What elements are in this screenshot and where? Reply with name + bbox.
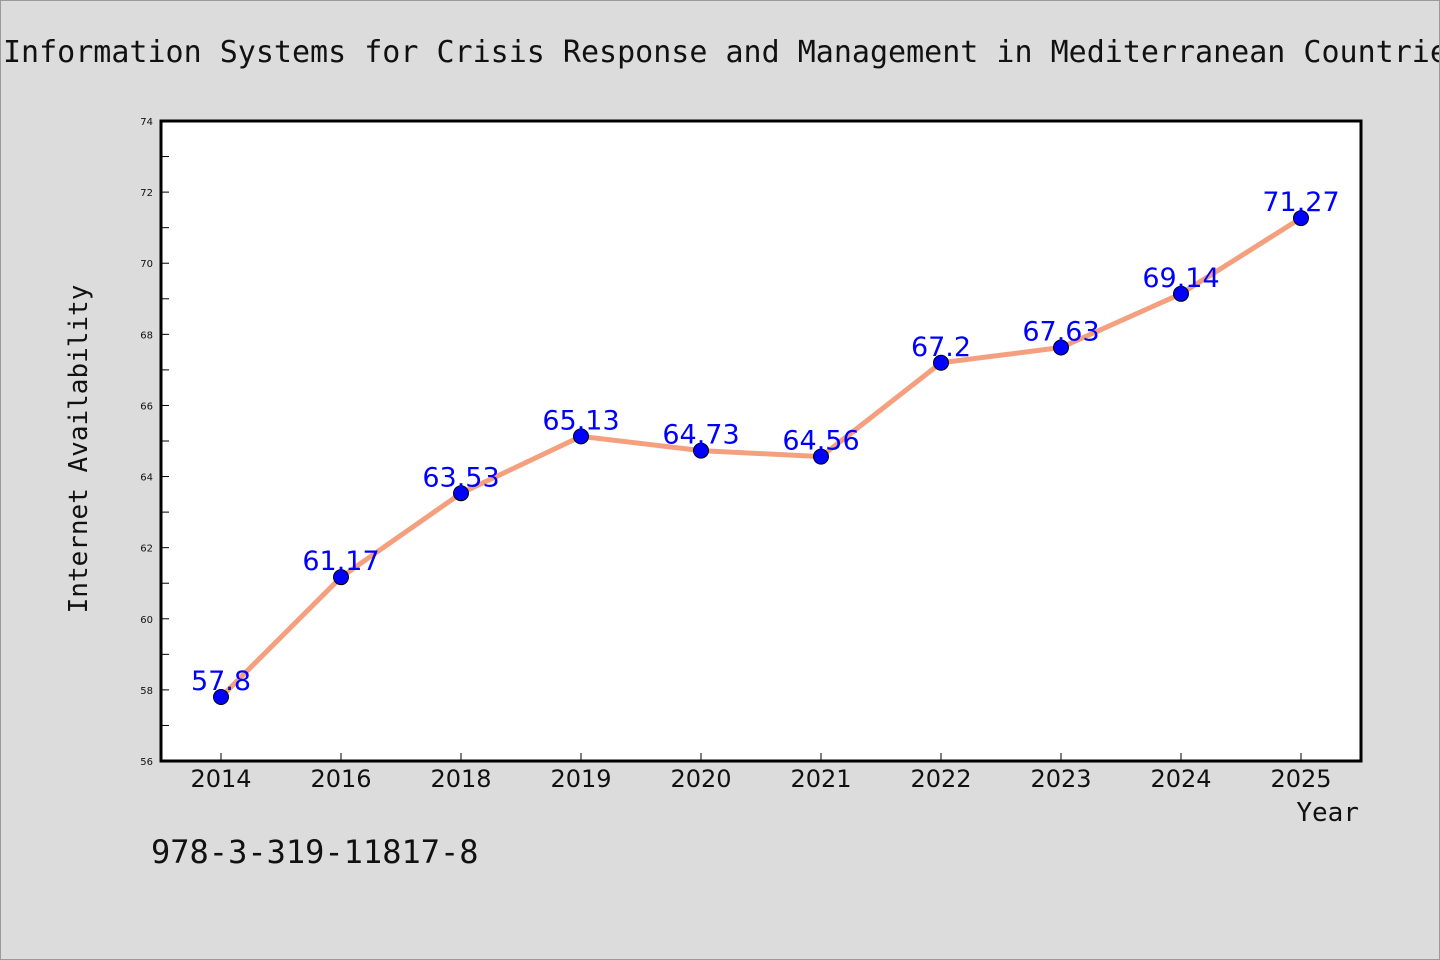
data-label: 69.14 bbox=[1142, 263, 1219, 294]
data-point bbox=[813, 448, 829, 465]
x-tick-label: 2014 bbox=[190, 765, 251, 793]
y-axis: 56 58 60 62 64 66 68 70 72 74 bbox=[140, 117, 169, 768]
data-label: 63.53 bbox=[422, 462, 499, 493]
x-tick-label: 2023 bbox=[1030, 765, 1091, 793]
x-tick-label: 2020 bbox=[670, 765, 731, 793]
footer-text: 978-3-319-11817-8 bbox=[151, 833, 479, 871]
plot-area bbox=[159, 119, 1363, 763]
data-label: 67.2 bbox=[911, 332, 971, 363]
y-tick-label: 72 bbox=[140, 188, 153, 199]
data-point bbox=[333, 569, 349, 586]
x-tick-label: 2018 bbox=[430, 765, 491, 793]
x-axis: 2014 2016 2018 2019 2020 2021 2022 2023 2024 2025 bbox=[190, 753, 1332, 793]
y-tick-label: 58 bbox=[140, 686, 153, 697]
data-label: 64.56 bbox=[782, 426, 859, 457]
data-label: 67.63 bbox=[1022, 316, 1099, 347]
data-point bbox=[933, 354, 949, 371]
x-axis-label: Year bbox=[1296, 798, 1359, 828]
data-point bbox=[453, 485, 469, 502]
y-tick-label: 62 bbox=[140, 544, 153, 555]
data-label: 64.73 bbox=[662, 420, 739, 451]
series-line bbox=[218, 215, 1304, 700]
y-tick-label: 68 bbox=[140, 330, 153, 341]
y-tick-label: 66 bbox=[140, 401, 153, 412]
x-tick-label: 2019 bbox=[550, 765, 611, 793]
x-tick-label: 2025 bbox=[1270, 765, 1331, 793]
data-points bbox=[213, 210, 1309, 705]
data-labels: 57.8 61.17 63.53 65.13 64.73 64.56 67.2 67.63 69… bbox=[191, 187, 1340, 697]
data-label: 71.27 bbox=[1262, 187, 1339, 218]
data-label: 65.13 bbox=[542, 405, 619, 436]
data-point bbox=[1173, 285, 1189, 302]
x-tick-label: 2024 bbox=[1150, 765, 1211, 793]
data-label: 61.17 bbox=[302, 546, 379, 577]
chart-title: Information Systems for Crisis Response … bbox=[3, 35, 1440, 70]
y-tick-label: 74 bbox=[140, 117, 153, 128]
data-point bbox=[213, 689, 229, 705]
data-point bbox=[693, 442, 709, 459]
y-tick-label: 64 bbox=[140, 473, 153, 484]
data-point bbox=[1053, 339, 1069, 356]
data-label: 57.8 bbox=[191, 666, 251, 697]
y-tick-label: 70 bbox=[140, 259, 153, 270]
y-axis-label: Internet Availability bbox=[64, 285, 94, 614]
x-tick-label: 2022 bbox=[910, 765, 971, 793]
data-point bbox=[1293, 210, 1309, 227]
y-tick-label: 56 bbox=[140, 757, 153, 768]
y-tick-label: 60 bbox=[140, 615, 153, 626]
data-point bbox=[573, 428, 589, 445]
x-tick-label: 2016 bbox=[310, 765, 371, 793]
x-tick-label: 2021 bbox=[790, 765, 851, 793]
